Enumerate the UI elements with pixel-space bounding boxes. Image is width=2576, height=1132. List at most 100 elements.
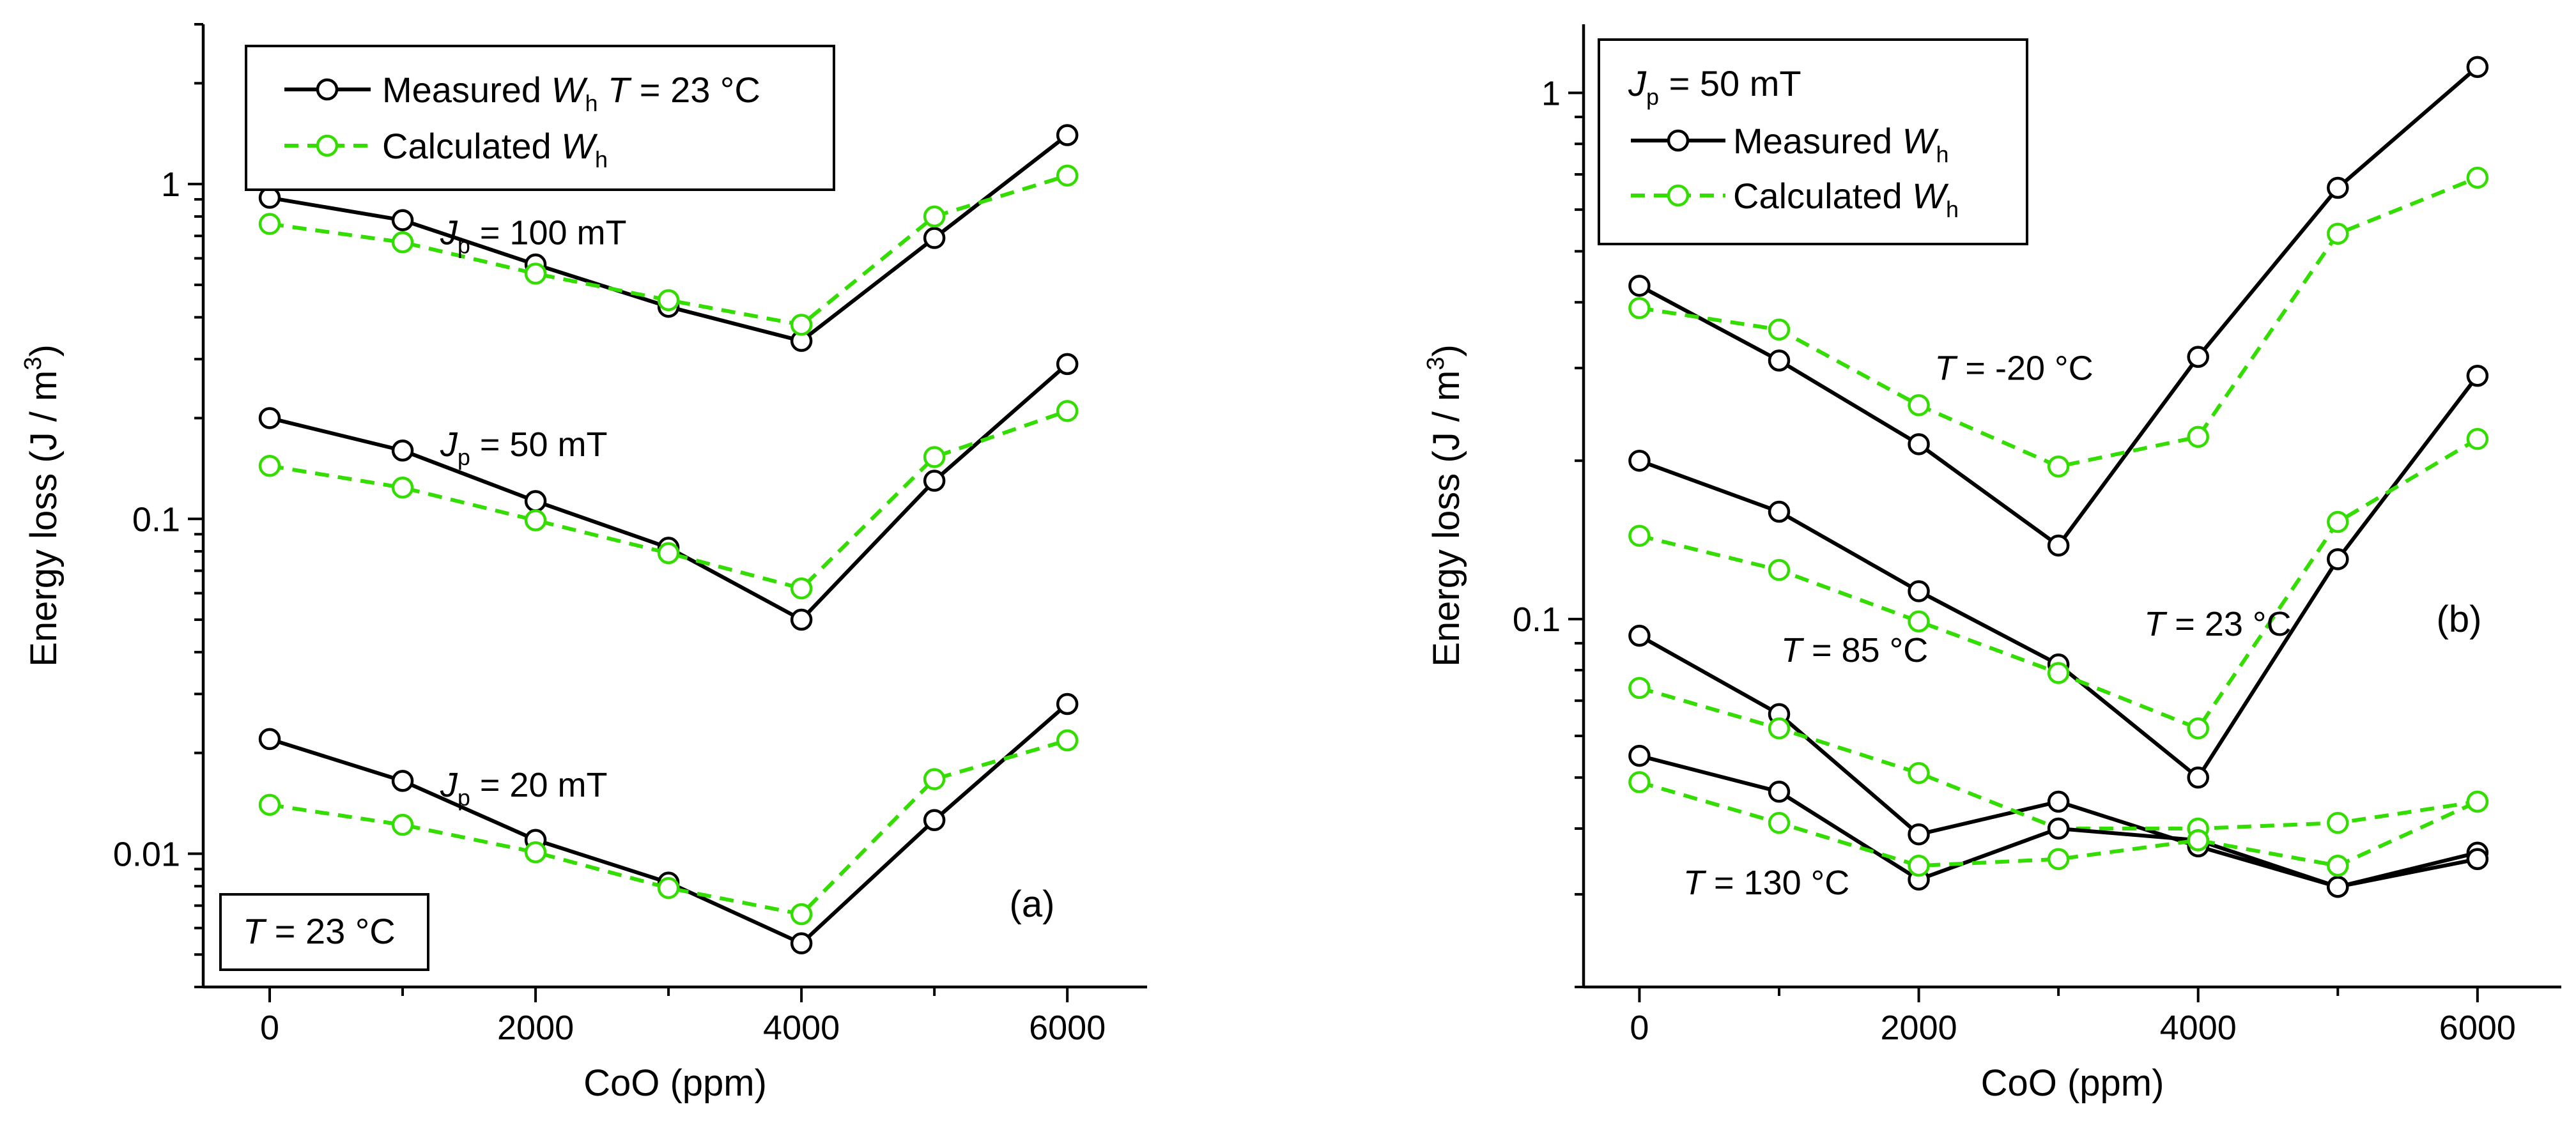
label-variable: J: [440, 214, 458, 252]
label-variable: T: [608, 70, 632, 110]
data-point: [2047, 534, 2070, 557]
label-text: = 50 mT: [1659, 63, 1801, 103]
data-point: [1628, 449, 1651, 472]
data-point: [391, 209, 414, 231]
data-point: [1056, 692, 1079, 715]
data-point: [2327, 811, 2349, 834]
data-point: [657, 876, 680, 899]
data-point: [258, 407, 281, 429]
chart-panel-b: 0 2000 4000 6000 CoO (ppm) 0.1 1 Energy loss (J…: [1423, 24, 2561, 1104]
label-text: = 23 °C: [265, 911, 396, 951]
label-variable: T: [1934, 349, 1958, 387]
x-tick-label: 4000: [2160, 1009, 2237, 1047]
label-text: = 20 mT: [470, 766, 608, 804]
label-subscript: p: [458, 233, 470, 259]
label-subscript: p: [1646, 84, 1659, 110]
data-point: [1056, 400, 1079, 422]
data-point: [1908, 823, 1930, 846]
label-variable: W: [551, 70, 589, 110]
data-point: [2466, 427, 2489, 450]
data-point: [1628, 297, 1651, 319]
data-point: [524, 509, 547, 532]
y-tick-label: 0.01: [113, 835, 180, 873]
x-axis-title: CoO (ppm): [1981, 1062, 2164, 1104]
series-calculated: [1628, 427, 2489, 740]
data-point: [790, 932, 813, 954]
label-variable: J: [440, 766, 458, 804]
legend-entry-calculated: Calculated Wh: [284, 126, 608, 172]
data-point: [524, 490, 547, 512]
x-tick-label: 6000: [1029, 1009, 1106, 1047]
data-point: [923, 470, 946, 492]
curve-annotation: T = -20 °C: [1934, 349, 2093, 387]
data-point: [2187, 346, 2209, 368]
y-axis-title-close: ): [1426, 344, 1467, 356]
label-subscript: p: [458, 444, 470, 470]
legend-label: Calculated Wh: [382, 126, 608, 172]
condition-box: [219, 893, 429, 971]
data-point: [2047, 455, 2070, 478]
x-tick-label: 6000: [2439, 1009, 2516, 1047]
data-point: [790, 608, 813, 631]
legend-entry-calculated: Calculated Wh: [1631, 176, 1959, 222]
data-point: [1768, 781, 1791, 803]
y-axis-title: Energy loss (J / m3): [20, 344, 65, 667]
data-point: [2466, 56, 2489, 79]
data-point: [1908, 854, 1930, 877]
label-subscript: p: [458, 784, 470, 811]
series-measured: [258, 353, 1079, 631]
series-calculated: [258, 400, 1079, 600]
y-axis-title-superscript: 3: [20, 357, 47, 371]
x-tick-label: 4000: [763, 1009, 840, 1047]
label-text: Calculated: [1733, 176, 1912, 216]
label-variable: T: [243, 911, 267, 951]
label-variable: J: [1628, 63, 1647, 103]
label-text: = 130 °C: [1704, 864, 1849, 902]
legend-entry-measured: Measured Wh T = 23 °C: [284, 70, 760, 116]
curve-annotation: T = 130 °C: [1683, 864, 1849, 902]
data-point: [524, 263, 547, 285]
label-text: = 23 °C: [629, 70, 760, 110]
label-text: Measured: [1733, 121, 1902, 161]
series-calculated: [1628, 771, 2489, 877]
label-text: Measured: [382, 70, 551, 110]
x-axis-title: CoO (ppm): [583, 1062, 767, 1104]
x-tick-label: 2000: [497, 1009, 574, 1047]
label-variable: W: [1902, 121, 1940, 161]
legend-marker: [1667, 184, 1690, 207]
label-text: = 100 mT: [470, 214, 627, 252]
data-point: [1056, 353, 1079, 376]
data-point: [1628, 624, 1651, 647]
legend-marker: [316, 134, 339, 157]
series-line: [269, 362, 1069, 622]
data-point: [2327, 510, 2349, 533]
data-point: [2327, 176, 2349, 199]
data-point: [1908, 580, 1930, 602]
x-tick-label: 2000: [1881, 1009, 1957, 1047]
data-point: [391, 440, 414, 462]
data-point: [790, 903, 813, 926]
data-point: [2187, 717, 2209, 740]
curve-annotation: Jp = 50 mT: [440, 425, 608, 470]
legend-header: Jp = 50 mT: [1628, 63, 1801, 110]
data-point: [2466, 365, 2489, 387]
panel-label: (a): [1010, 883, 1055, 925]
data-point: [1056, 124, 1079, 146]
data-point: [2047, 817, 2070, 840]
label-subscript: h: [1936, 141, 1948, 167]
y-axis-title-close: ): [23, 344, 65, 356]
y-tick-label: 1: [161, 165, 180, 204]
data-point: [1628, 524, 1651, 547]
data-point: [1908, 433, 1930, 455]
data-point: [790, 577, 813, 600]
curve-annotation: T = 85 °C: [1781, 631, 1928, 669]
data-point: [1768, 349, 1791, 372]
data-point: [2187, 766, 2209, 789]
data-point: [1628, 275, 1651, 297]
y-tick-label: 0.1: [1513, 600, 1561, 639]
data-point: [391, 231, 414, 254]
series-measured: [1628, 56, 2489, 557]
curve-annotation: Jp = 100 mT: [440, 214, 627, 259]
y-axis-title: Energy loss (J / m3): [1423, 344, 1467, 667]
